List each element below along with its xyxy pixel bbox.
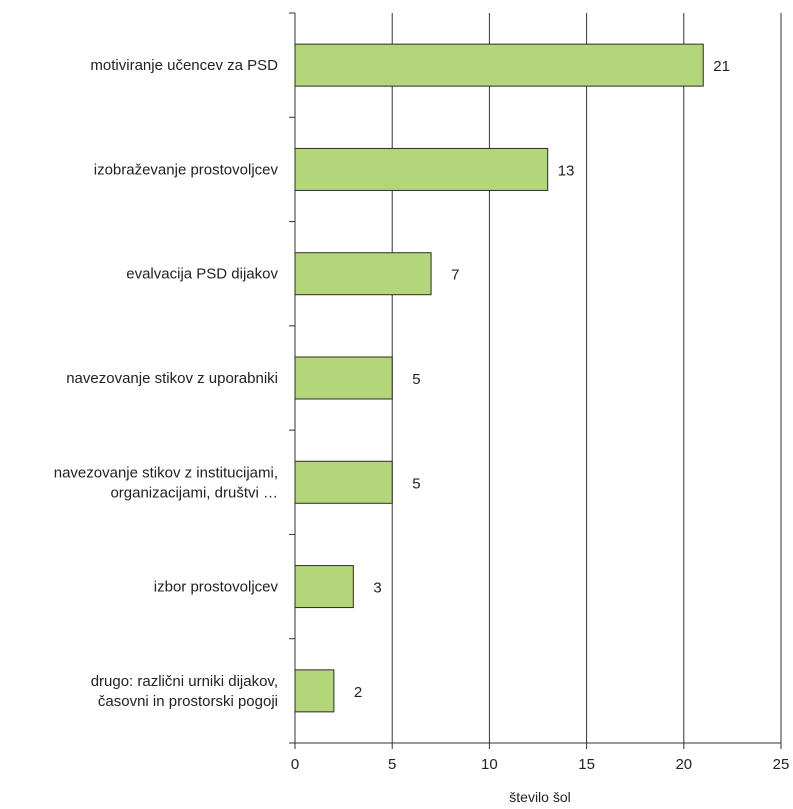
category-label-line: motiviranje učencev za PSD	[90, 57, 278, 74]
category-label-line: navezovanje stikov z uporabniki	[66, 370, 278, 387]
data-label: 21	[713, 58, 730, 75]
bar	[294, 669, 335, 713]
bars	[294, 43, 704, 713]
x-tick-label-20: 20	[675, 756, 692, 773]
bar	[294, 460, 393, 504]
bar	[294, 356, 393, 400]
bar	[294, 252, 432, 296]
category-label: izobraževanje prostovoljcev	[94, 161, 279, 178]
category-label: navezovanje stikov z institucijami, organ…	[54, 464, 278, 501]
category-label: izbor prostovoljcev	[154, 579, 279, 596]
category-label: evalvacija PSD dijakov	[126, 266, 278, 283]
data-label: 5	[412, 371, 420, 388]
x-tick-label-0: 0	[291, 756, 299, 773]
category-label-line: izobraževanje prostovoljcev	[94, 161, 279, 178]
bar	[294, 565, 354, 609]
x-axis-title: število šol	[509, 789, 570, 805]
category-label-line: izbor prostovoljcev	[154, 579, 279, 596]
x-tick-label-15: 15	[578, 756, 595, 773]
bar	[294, 43, 704, 87]
x-tick-label-5: 5	[388, 756, 396, 773]
gridlines	[391, 13, 782, 743]
category-label-line: drugo: različni urniki dijakov,	[91, 673, 278, 690]
data-label: 5	[412, 475, 420, 492]
data-label: 7	[451, 267, 459, 284]
category-label: drugo: različni urniki dijakov, časovni i…	[91, 673, 278, 710]
category-label: motiviranje učencev za PSD	[90, 57, 278, 74]
bar	[294, 147, 549, 191]
category-label-line: evalvacija PSD dijakov	[126, 266, 278, 283]
x-tick-label-25: 25	[773, 756, 790, 773]
category-label-line: navezovanje stikov z institucijami,	[54, 464, 278, 481]
x-tick-label-10: 10	[481, 756, 498, 773]
data-label: 2	[354, 684, 362, 701]
category-label-line: časovni in prostorski pogoji	[98, 693, 278, 710]
category-label-line: organizacijami, društvi …	[110, 484, 278, 501]
data-label: 13	[558, 162, 575, 179]
category-label: navezovanje stikov z uporabniki	[66, 370, 278, 387]
data-label: 3	[373, 580, 381, 597]
